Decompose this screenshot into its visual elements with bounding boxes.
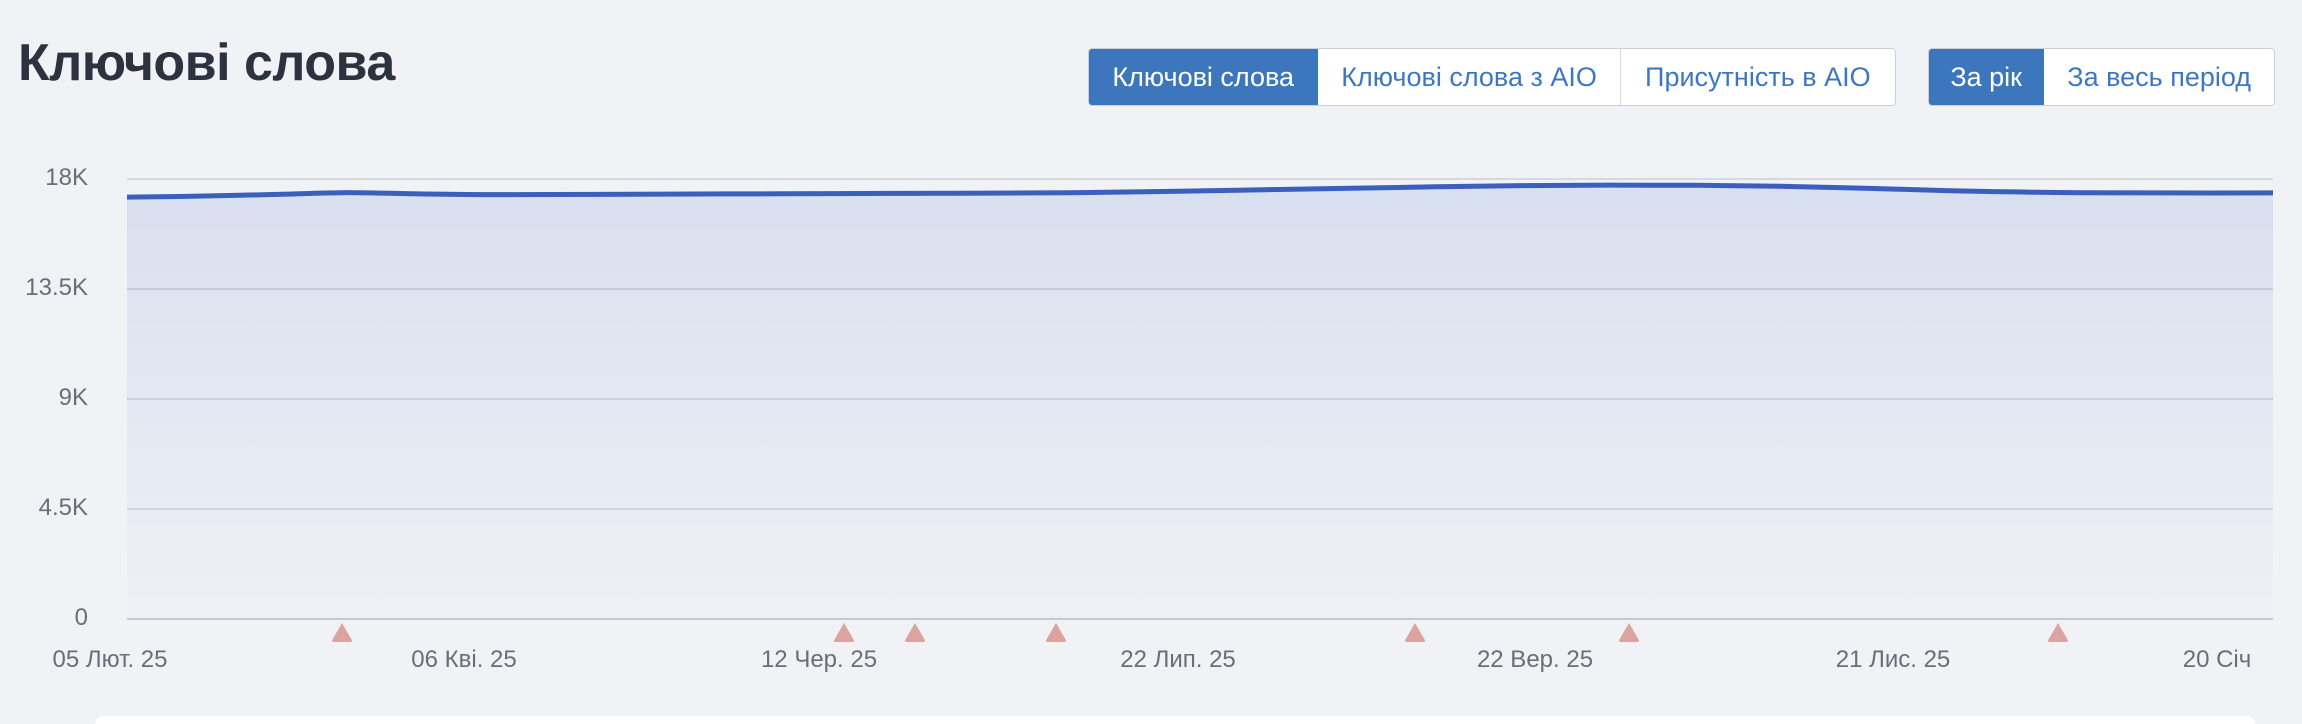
x-tick-label: 06 Кві. 25 xyxy=(411,646,517,673)
event-marker-triangle-icon[interactable] xyxy=(2047,623,2070,642)
period-tabs-group: За рік За весь період xyxy=(1928,48,2275,106)
page-title: Ключові слова xyxy=(18,34,395,92)
y-tick-label: 13.5K xyxy=(25,274,88,301)
metric-tabs-group: Ключові слова Ключові слова з AIO Присут… xyxy=(1088,48,1896,106)
period-tab-all-time[interactable]: За весь період xyxy=(2044,49,2274,105)
y-tick-label: 18K xyxy=(45,164,88,191)
tab-keywords[interactable]: Ключові слова xyxy=(1089,49,1319,105)
x-tick-label: 22 Лип. 25 xyxy=(1120,646,1236,673)
trend-area-fill xyxy=(127,185,2273,618)
trend-line xyxy=(127,182,2273,200)
event-marker-triangle-icon[interactable] xyxy=(1403,623,1426,642)
gridline-18k xyxy=(127,178,2273,180)
tab-keywords-with-aio[interactable]: Ключові слова з AIO xyxy=(1318,49,1621,105)
x-tick-label: 12 Чер. 25 xyxy=(760,646,878,673)
event-marker-triangle-icon[interactable] xyxy=(1618,623,1641,642)
event-marker-triangle-icon[interactable] xyxy=(1045,623,1068,642)
x-tick-label: 05 Лют. 25 xyxy=(52,646,168,673)
event-marker-triangle-icon[interactable] xyxy=(903,623,926,642)
tab-presence-in-aio[interactable]: Присутність в AIO xyxy=(1620,49,1895,105)
y-tick-label: 9K xyxy=(58,384,88,411)
event-marker-triangle-icon[interactable] xyxy=(330,623,353,642)
y-tick-label: 0 xyxy=(74,604,88,631)
period-tab-year[interactable]: За рік xyxy=(1929,49,2045,105)
x-tick-label: 22 Вер. 25 xyxy=(1476,646,1594,673)
next-section-card-edge xyxy=(95,716,2255,724)
x-tick-label: 20 Січ xyxy=(2182,646,2252,673)
y-tick-label: 4.5K xyxy=(38,494,88,521)
x-axis-line xyxy=(127,618,2273,620)
trend-line-plot xyxy=(127,182,2273,618)
x-tick-label: 21 Лис. 25 xyxy=(1835,646,1951,673)
event-marker-triangle-icon[interactable] xyxy=(832,623,855,642)
